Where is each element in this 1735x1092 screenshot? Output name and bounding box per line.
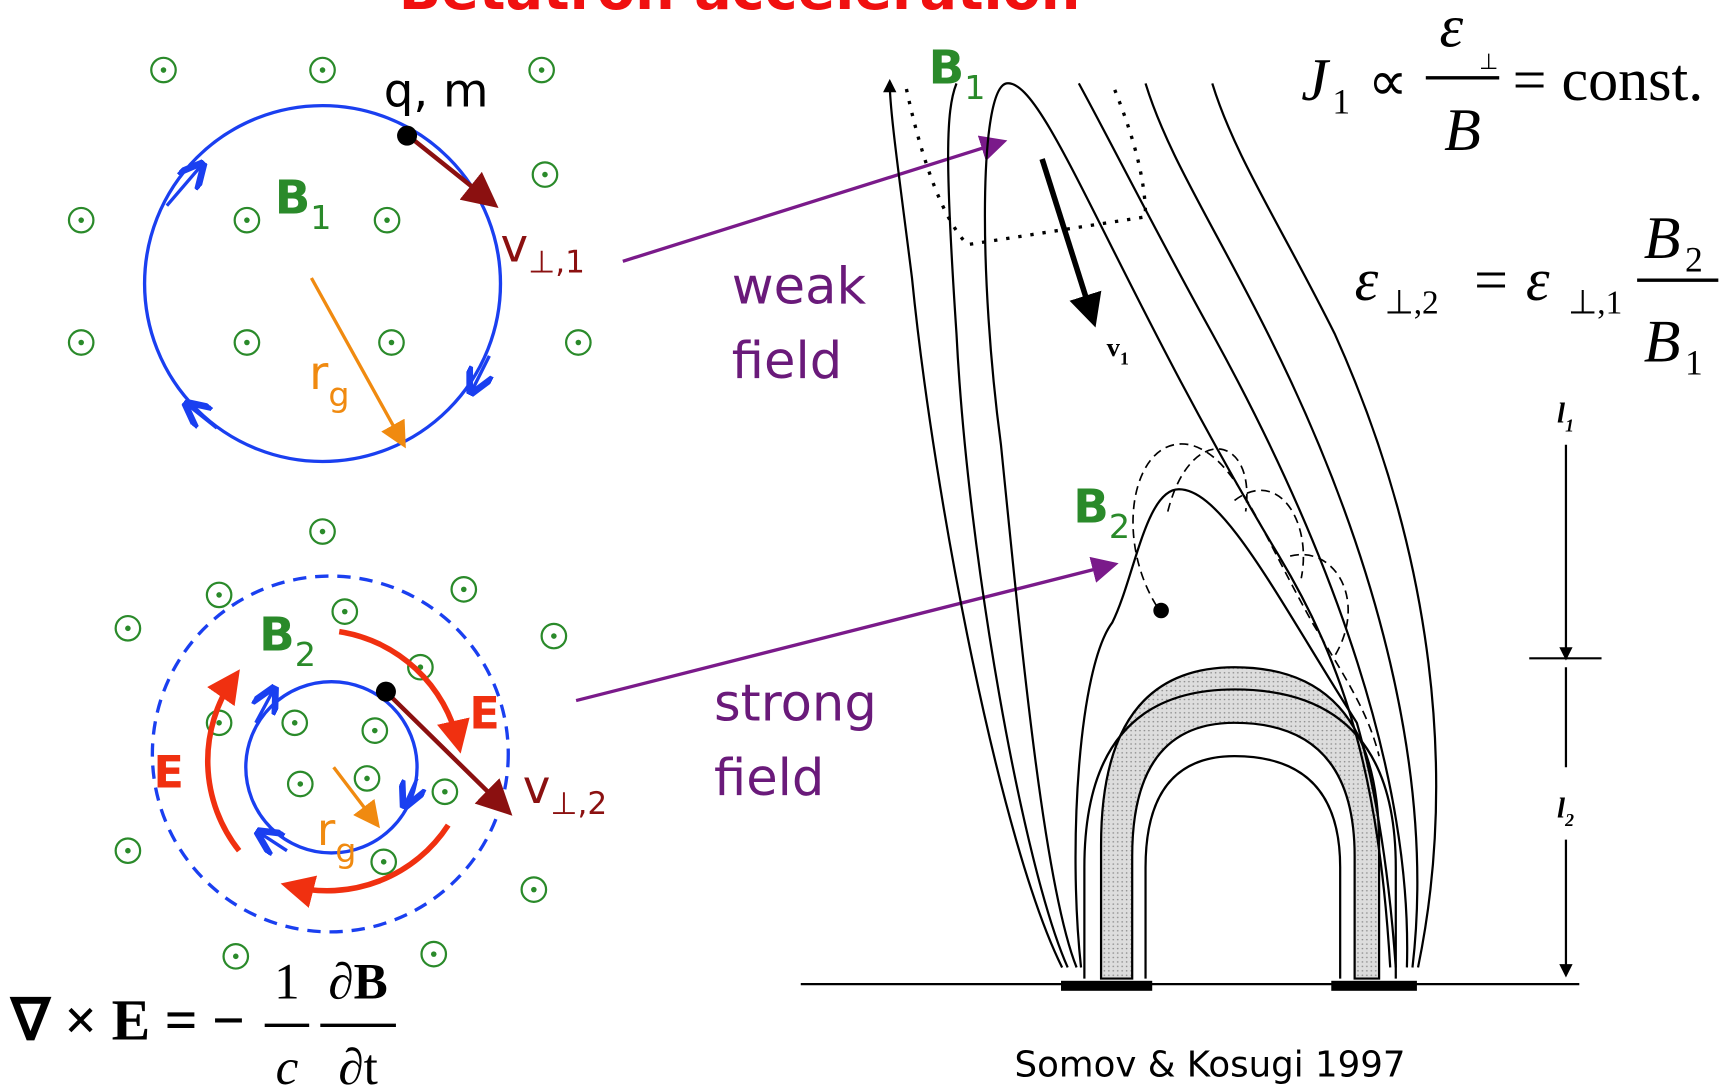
field-out-symbol	[379, 330, 403, 354]
field-out-symbol	[288, 772, 312, 796]
radius-label: rg	[309, 347, 349, 414]
figure-label: B2	[1073, 481, 1130, 547]
slide: Betatron acceleration q, m B1 v⊥,1 rg B2…	[0, 0, 1735, 1092]
efield-label: E	[469, 688, 499, 739]
field-out-symbol	[542, 624, 566, 648]
figure-label: l1	[1557, 398, 1574, 436]
invariant-equation: J 1 ∝ ε ⊥ B = const.	[1301, 0, 1703, 163]
svg-text:⊥,2: ⊥,2	[1385, 285, 1439, 322]
field-out-symbol	[333, 599, 357, 623]
field-out-symbol	[522, 877, 546, 901]
title: Betatron acceleration	[399, 0, 1081, 23]
field-out-symbol	[282, 711, 306, 735]
field-out-symbol	[235, 330, 259, 354]
svg-text:B: B	[1644, 307, 1681, 374]
velocity-label: v⊥,1	[500, 219, 584, 280]
svg-text:2: 2	[1685, 239, 1703, 279]
field-out-symbol	[207, 583, 231, 607]
svg-text:ε: ε	[1355, 246, 1379, 313]
figure-label: l2	[1557, 792, 1574, 830]
flare-figure	[801, 83, 1602, 989]
svg-text:= const.: = const.	[1513, 46, 1704, 113]
field-out-symbol	[151, 58, 175, 82]
field-out-symbol	[310, 58, 334, 82]
efield-label: E	[153, 747, 183, 798]
bottom-orbit	[152, 576, 508, 932]
field-out-symbol	[363, 718, 387, 742]
svg-text:= ε: = ε	[1470, 246, 1550, 313]
field-out-symbol	[224, 944, 248, 968]
svg-text:1: 1	[274, 954, 300, 1011]
field-out-symbol	[529, 58, 553, 82]
field-out-symbol	[533, 162, 557, 186]
field-out-symbol	[116, 616, 140, 640]
velocity-label: v⊥,2	[523, 761, 607, 822]
field-out-symbol	[355, 766, 379, 790]
svg-text:1: 1	[1332, 81, 1350, 121]
faraday-equation: ∇ × E = − 1 c ∂B ∂t	[9, 954, 396, 1092]
svg-text:∇ × E = −: ∇ × E = −	[9, 988, 245, 1053]
svg-text:∂t: ∂t	[338, 1039, 377, 1092]
field-out-symbol	[235, 208, 259, 232]
svg-text:B: B	[1444, 96, 1481, 163]
radius-label: rg	[317, 805, 356, 870]
field-out-symbol	[433, 780, 457, 804]
svg-text:∝: ∝	[1368, 51, 1408, 113]
svg-text:ε: ε	[1440, 0, 1464, 60]
field-label: B2	[259, 609, 316, 675]
figure-label: v1	[1107, 332, 1129, 369]
svg-text:⊥: ⊥	[1479, 49, 1498, 74]
svg-text:⊥,1: ⊥,1	[1568, 285, 1622, 322]
field-out-symbol	[452, 577, 476, 601]
svg-text:B: B	[1644, 204, 1681, 271]
figure-label: B1	[929, 41, 986, 107]
svg-text:∂B: ∂B	[328, 954, 387, 1011]
energy-equation: ε ⊥,2 = ε ⊥,1 B 2 B 1	[1355, 204, 1719, 383]
field-out-symbol	[371, 850, 395, 874]
field-out-symbol	[69, 208, 93, 232]
field-out-symbol	[69, 330, 93, 354]
top-orbit	[145, 106, 501, 462]
svg-text:1: 1	[1685, 343, 1703, 383]
field-out-symbol	[422, 942, 446, 966]
svg-text:J: J	[1301, 46, 1330, 113]
field-label: B1	[275, 172, 332, 238]
caption: Somov & Kosugi 1997	[1015, 1044, 1406, 1085]
svg-text:c: c	[276, 1039, 299, 1092]
field-out-symbol	[375, 208, 399, 232]
field-out-symbol	[116, 838, 140, 862]
field-out-symbol	[310, 519, 334, 543]
particle-label: q, m	[384, 65, 489, 119]
field-out-symbol	[566, 330, 590, 354]
